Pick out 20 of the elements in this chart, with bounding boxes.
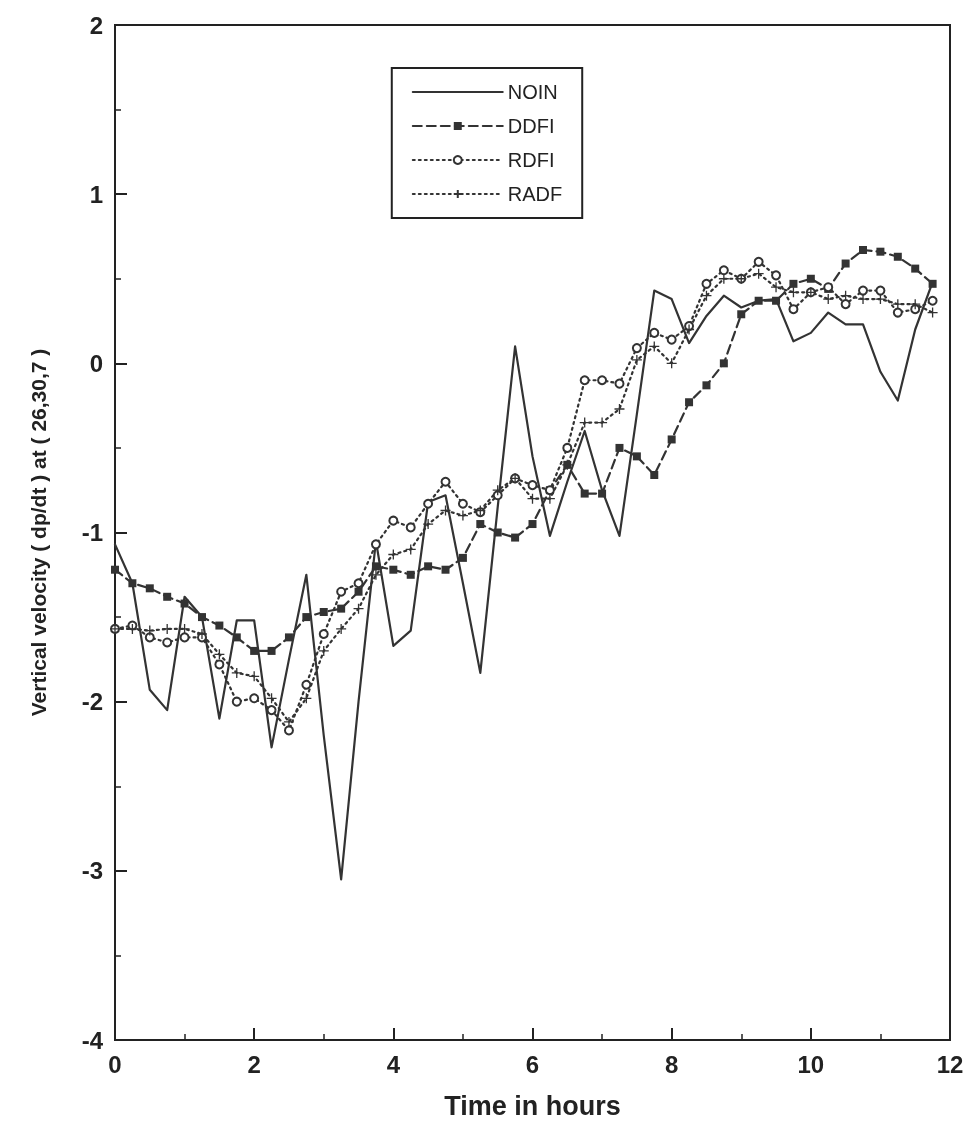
x-axis-title: Time in hours [444, 1090, 621, 1121]
y-axis-title: Vertical velocity ( dp/dt ) at ( 26,30,7 ) [27, 348, 50, 717]
y-tick-label: 2 [89, 11, 103, 39]
y-tick-label: -4 [81, 1026, 104, 1054]
y-tick-label: 0 [89, 349, 103, 377]
x-tick-label: 8 [664, 1050, 679, 1078]
y-tick-label: -1 [81, 519, 103, 546]
y-tick-label: 1 [89, 180, 103, 208]
x-tick-label: 10 [797, 1050, 825, 1078]
legend-label: RDFI [507, 149, 555, 171]
y-tick-label: -3 [81, 857, 103, 885]
x-tick-label: 12 [936, 1050, 964, 1078]
y-tick-label: -2 [81, 688, 103, 716]
legend-label: NOIN [507, 81, 558, 103]
legend-label: RADF [507, 183, 563, 205]
x-tick-label: 2 [247, 1050, 261, 1078]
x-tick-label: 4 [386, 1050, 401, 1078]
legend-label: DDFI [507, 115, 555, 137]
x-tick-label: 0 [108, 1050, 122, 1078]
x-tick-label: 6 [525, 1050, 540, 1078]
